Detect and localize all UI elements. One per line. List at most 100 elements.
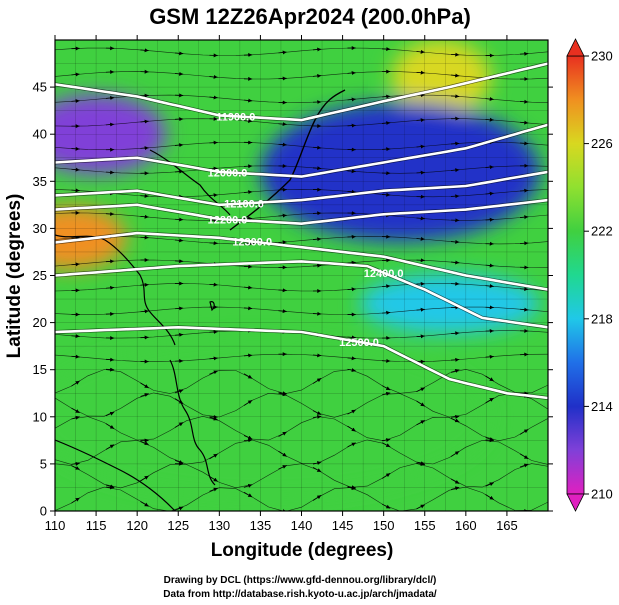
wind-arrow: [312, 414, 322, 419]
wind-arrow: [174, 459, 184, 464]
contour-label: 12000.0: [208, 167, 248, 179]
wind-arrow: [209, 370, 218, 375]
wind-arrow: [278, 450, 287, 457]
wind-arrow: [416, 216, 425, 221]
wind-arrow: [243, 306, 253, 311]
wind-arrow: [243, 491, 253, 498]
wind-arrow: [209, 95, 218, 100]
wind-arrow: [278, 464, 287, 470]
wind-streamlines: [55, 46, 548, 511]
wind-arrow: [174, 71, 184, 76]
wind-arrow: [174, 259, 184, 264]
colorbar: 210 214 218 222 226 230: [566, 38, 613, 512]
wind-arrow: [519, 453, 529, 460]
wind-arrow: [347, 71, 356, 76]
colorbar-top-arrow: [566, 38, 585, 57]
streamline: [55, 47, 548, 56]
wind-arrow: [312, 145, 322, 150]
contour-line: [55, 260, 548, 329]
wind-arrow: [71, 334, 80, 339]
wind-arrow: [243, 438, 253, 443]
wind-arrow: [209, 193, 218, 198]
wind-arrow: [416, 70, 425, 75]
colorbar-ticks: 210 214 218 222 226 230: [584, 49, 613, 502]
wind-arrow: [243, 483, 253, 488]
y-tick-label: 20: [33, 315, 47, 330]
chart-title: GSM 12Z26Apr2024 (200.0hPa): [149, 4, 471, 29]
x-tick-label: 140: [291, 518, 313, 533]
wind-arrow: [347, 169, 356, 174]
streamline: [55, 236, 548, 245]
wind-arrow: [312, 74, 322, 78]
streamline: [55, 259, 548, 268]
wind-arrow: [140, 382, 149, 389]
x-tick-label: 145: [332, 518, 354, 533]
wind-arrow: [450, 417, 460, 423]
colorbar-tick-label: 214: [591, 399, 613, 414]
streamline: [55, 165, 548, 174]
wind-arrow: [105, 423, 115, 430]
wind-arrow: [209, 453, 218, 460]
wind-arrow: [381, 284, 391, 289]
x-tick-label: 155: [414, 518, 436, 533]
x-tick-label: 150: [373, 518, 395, 533]
colorbar-tick-label: 230: [591, 49, 613, 64]
temperature-blob-tropics: [55, 336, 491, 497]
wind-arrow: [174, 238, 184, 243]
wind-arrow: [416, 387, 425, 392]
x-axis-label: Longitude (degrees): [211, 540, 394, 561]
wind-arrow: [381, 310, 391, 315]
y-tick-label: 25: [33, 268, 47, 283]
wind-arrow: [451, 141, 460, 146]
wind-arrow: [451, 357, 460, 362]
wind-arrow: [381, 503, 391, 509]
colorbar-bottom-arrow: [566, 493, 585, 512]
wind-arrow: [71, 354, 80, 359]
contour-label: 12100.0: [224, 198, 264, 210]
wind-arrow: [451, 239, 460, 244]
wind-arrow: [416, 49, 425, 54]
wind-arrow: [416, 144, 425, 149]
y-tick-label: 35: [33, 174, 47, 189]
wind-arrow: [174, 306, 184, 311]
wind-arrow: [140, 309, 149, 314]
wind-arrow: [105, 444, 115, 450]
wind-arrow: [105, 211, 115, 216]
wind-arrow: [312, 410, 322, 416]
wind-arrow: [140, 393, 149, 397]
wind-arrow: [243, 353, 253, 358]
colorbar-tick-label: 210: [591, 487, 613, 502]
wind-arrow: [381, 438, 391, 443]
streamline: [55, 118, 548, 127]
wind-arrow: [416, 334, 425, 339]
contour-line: [55, 123, 548, 178]
wind-arrow: [450, 450, 460, 457]
wind-arrow: [520, 287, 529, 292]
wind-arrow: [312, 494, 322, 501]
contour-line: [55, 170, 548, 207]
wind-arrow: [347, 97, 356, 102]
streamline: [55, 306, 548, 315]
streamline: [55, 283, 548, 292]
wind-arrow: [312, 237, 322, 242]
philippines-coastline: [169, 359, 216, 486]
wind-arrow: [416, 118, 425, 123]
wind-arrow: [347, 425, 356, 432]
wind-arrow: [140, 440, 149, 446]
wind-arrow: [450, 368, 460, 373]
wind-arrow: [174, 332, 184, 337]
contour-label: 12300.0: [232, 237, 272, 249]
x-tick-label: 135: [250, 518, 272, 533]
contour-label: 12500.0: [339, 337, 379, 349]
wind-arrow: [209, 487, 218, 492]
wind-arrow: [519, 463, 529, 468]
y-tick-label: 45: [33, 80, 47, 95]
wind-arrow: [174, 51, 184, 56]
wind-arrow: [485, 263, 494, 268]
wind-arrow: [243, 285, 253, 290]
wind-arrow: [140, 214, 149, 219]
x-axis-ticks: 110 115 120 125 130 135 140 145 150 155 160 165: [45, 35, 518, 533]
wind-arrow: [209, 416, 218, 421]
x-tick-label: 130: [208, 518, 230, 533]
